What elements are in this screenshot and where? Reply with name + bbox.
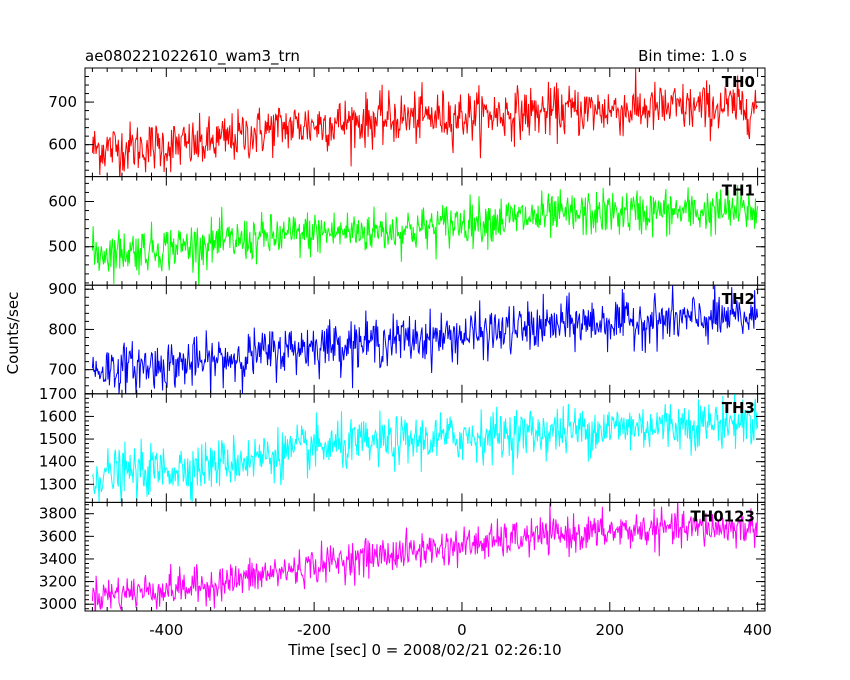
- y-tick-label: 600: [48, 192, 77, 210]
- y-tick-label: 600: [48, 136, 77, 154]
- series-line-th1: [91, 185, 759, 286]
- panels-group: 600 700 TH0 500 600 TH1 700 800 900 TH2 1300 1400 15…: [39, 67, 766, 613]
- panel-frame: [84, 501, 766, 612]
- y-tick-label: 3400: [39, 550, 77, 568]
- series-line-th0: [91, 68, 759, 177]
- series-line-th0123: [91, 502, 759, 611]
- series-line-th2: [91, 285, 759, 394]
- y-tick-label: 800: [48, 320, 77, 338]
- y-tick-label: 900: [48, 280, 77, 298]
- y-tick-label: 3800: [39, 505, 77, 523]
- panel-th0: 600 700 TH0: [48, 67, 766, 178]
- panel-th0123: 3000 3200 3400 3600 3800 TH0123: [39, 501, 766, 613]
- y-tick-label: 700: [48, 361, 77, 379]
- bin-time-label: Bin time: 1.0 s: [638, 47, 747, 65]
- panel-label-th0: TH0: [722, 73, 755, 91]
- x-axis-label: Time [sec] 0 = 2008/02/21 02:26:10: [287, 641, 561, 659]
- panel-th3: 1300 1400 1500 1600 1700 TH3: [39, 385, 766, 503]
- x-tick-label: 0: [457, 621, 467, 639]
- chart-title: ae080221022610_wam3_trn: [85, 47, 300, 66]
- panel-label-th3: TH3: [722, 399, 755, 417]
- y-tick-label: 500: [48, 238, 77, 256]
- y-tick-label: 1700: [39, 385, 77, 403]
- x-tick-label: 200: [595, 621, 624, 639]
- x-tick-label: 400: [743, 621, 772, 639]
- panel-label-th2: TH2: [722, 290, 755, 308]
- x-axis: -400 -200 0 200 400: [149, 621, 772, 639]
- y-tick-label: 1300: [39, 475, 77, 493]
- series-line-th3: [91, 393, 759, 503]
- y-tick-label: 700: [48, 93, 77, 111]
- y-tick-label: 3200: [39, 573, 77, 591]
- y-axis-label: Counts/sec: [4, 292, 22, 375]
- x-tick-label: -200: [297, 621, 331, 639]
- panel-label-th1: TH1: [722, 182, 755, 200]
- y-tick-label: 1400: [39, 453, 77, 471]
- panel-frame: [84, 67, 766, 178]
- panel-th2: 700 800 900 TH2: [48, 280, 766, 395]
- y-tick-label: 1500: [39, 430, 77, 448]
- panel-th1: 500 600 TH1: [48, 176, 766, 286]
- y-tick-label: 3000: [39, 595, 77, 613]
- x-tick-label: -400: [149, 621, 183, 639]
- panel-label-th0123: TH0123: [690, 507, 755, 525]
- y-tick-label: 3600: [39, 527, 77, 545]
- y-tick-label: 1600: [39, 407, 77, 425]
